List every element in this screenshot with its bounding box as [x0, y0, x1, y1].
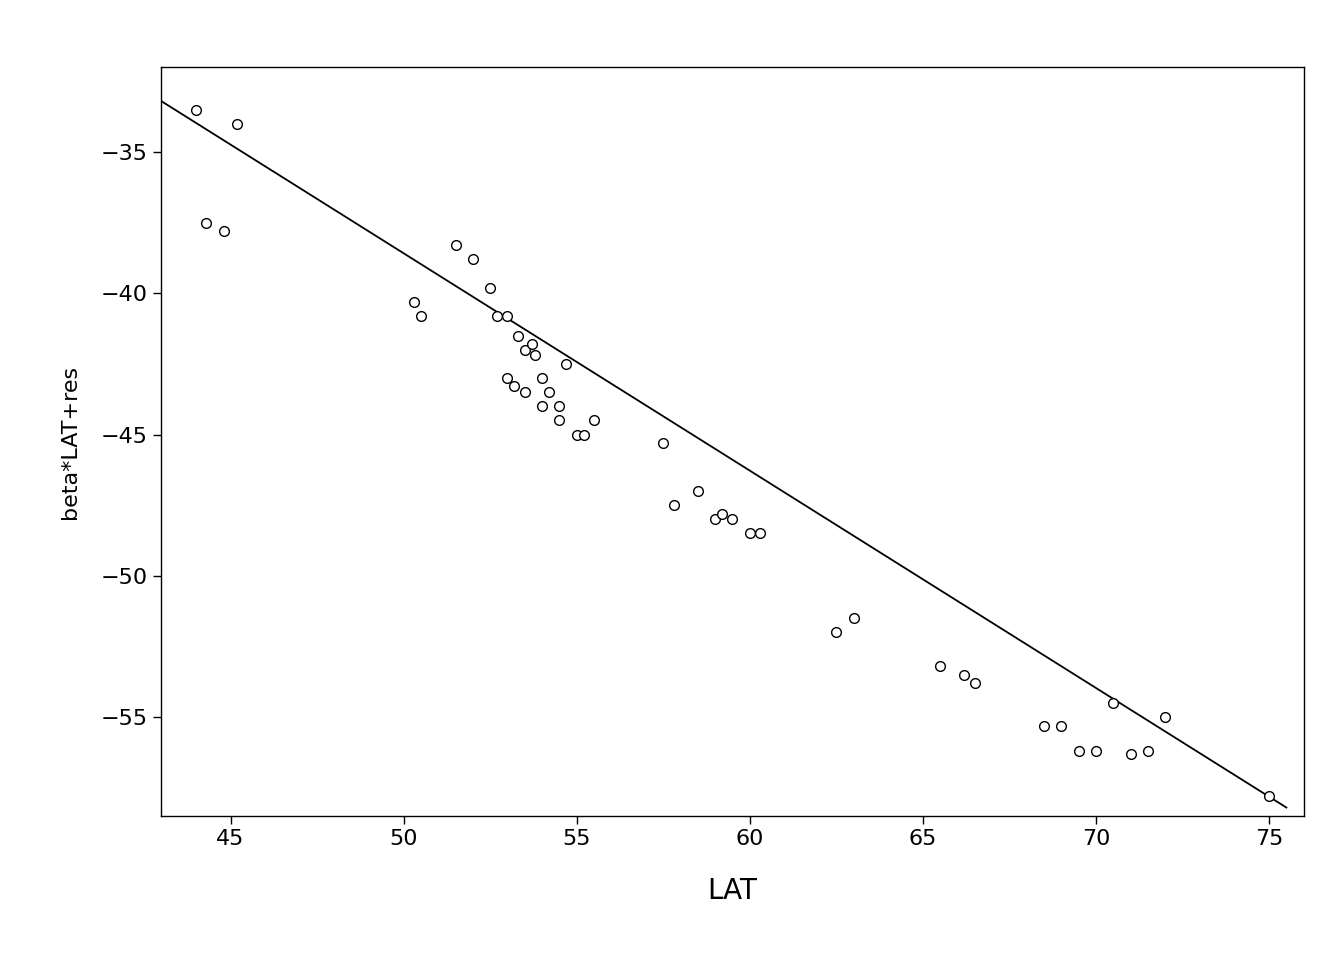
Point [1258, 788, 1279, 804]
Point [573, 427, 594, 443]
Point [1085, 743, 1106, 758]
Point [1034, 718, 1055, 733]
Point [403, 294, 425, 309]
Point [531, 371, 552, 386]
Point [555, 356, 577, 372]
Point [521, 336, 543, 351]
Point [462, 252, 484, 267]
Point [195, 215, 216, 230]
Point [1068, 743, 1090, 758]
Point [538, 384, 559, 399]
Point [513, 384, 535, 399]
X-axis label: LAT: LAT [707, 877, 758, 905]
Point [513, 342, 535, 357]
Point [739, 526, 761, 541]
Point [722, 512, 743, 527]
Point [212, 224, 234, 239]
Point [1120, 746, 1141, 761]
Point [663, 497, 684, 513]
Point [1102, 695, 1124, 710]
Point [531, 398, 552, 414]
Point [843, 611, 864, 626]
Point [1154, 709, 1176, 725]
Point [410, 308, 431, 324]
Point [583, 413, 605, 428]
Point [524, 348, 546, 363]
Point [548, 398, 570, 414]
Point [548, 413, 570, 428]
Point [566, 427, 587, 443]
Point [954, 667, 976, 683]
Point [704, 512, 726, 527]
Point [445, 237, 466, 252]
Point [652, 435, 673, 450]
Point [497, 308, 519, 324]
Point [487, 308, 508, 324]
Point [480, 280, 501, 296]
Point [504, 379, 526, 395]
Point [711, 506, 732, 521]
Point [687, 484, 708, 499]
Point [1051, 718, 1073, 733]
Point [825, 625, 847, 640]
Point [185, 102, 207, 117]
Point [507, 328, 528, 344]
Point [497, 371, 519, 386]
Y-axis label: beta*LAT+res: beta*LAT+res [60, 365, 81, 518]
Point [227, 116, 249, 132]
Point [930, 659, 952, 674]
Point [750, 526, 771, 541]
Point [1137, 743, 1159, 758]
Point [964, 676, 985, 691]
